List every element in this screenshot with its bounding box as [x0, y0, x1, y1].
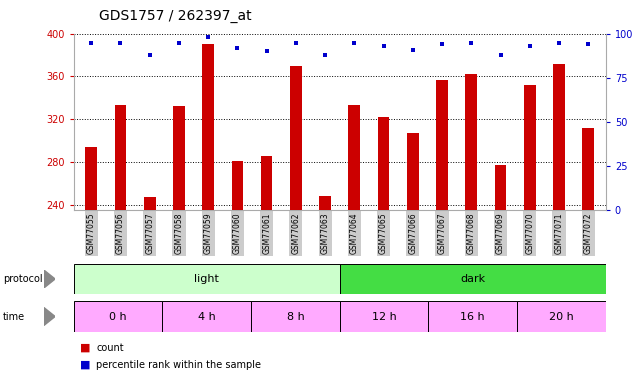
Text: 12 h: 12 h: [372, 312, 396, 321]
Text: light: light: [194, 274, 219, 284]
Point: [115, 40, 126, 46]
Point: [554, 40, 564, 46]
Text: count: count: [96, 343, 124, 353]
Point: [437, 41, 447, 47]
Bar: [173, 106, 185, 210]
Bar: [85, 147, 97, 210]
Polygon shape: [44, 307, 55, 326]
Bar: [349, 105, 360, 210]
Point: [174, 40, 184, 46]
Point: [232, 45, 242, 51]
Text: ■: ■: [80, 343, 90, 353]
Point: [320, 52, 330, 58]
Bar: [162, 301, 251, 332]
Text: ■: ■: [80, 360, 90, 369]
Text: GDS1757 / 262397_at: GDS1757 / 262397_at: [99, 9, 252, 23]
Point: [466, 40, 476, 46]
Text: time: time: [3, 312, 26, 321]
Bar: [340, 301, 428, 332]
Text: 8 h: 8 h: [287, 312, 304, 321]
Point: [349, 40, 360, 46]
Bar: [436, 80, 448, 210]
Bar: [261, 156, 272, 210]
Bar: [583, 128, 594, 210]
Bar: [290, 66, 302, 210]
Bar: [553, 64, 565, 210]
Point: [524, 43, 535, 49]
Bar: [428, 301, 517, 332]
Point: [291, 40, 301, 46]
Bar: [524, 85, 536, 210]
Point: [86, 40, 96, 46]
Point: [378, 43, 388, 49]
Bar: [465, 74, 477, 210]
Text: 16 h: 16 h: [460, 312, 485, 321]
Text: dark: dark: [460, 274, 485, 284]
Bar: [378, 117, 390, 210]
Bar: [74, 264, 340, 294]
Bar: [144, 197, 156, 210]
Text: 20 h: 20 h: [549, 312, 574, 321]
Point: [408, 46, 418, 53]
Polygon shape: [44, 270, 55, 288]
Point: [145, 52, 155, 58]
Text: percentile rank within the sample: percentile rank within the sample: [96, 360, 261, 369]
Text: 0 h: 0 h: [109, 312, 127, 321]
Bar: [517, 301, 606, 332]
Point: [495, 52, 506, 58]
Point: [583, 41, 594, 47]
Bar: [115, 105, 126, 210]
Bar: [251, 301, 340, 332]
Point: [203, 34, 213, 40]
Text: 4 h: 4 h: [198, 312, 215, 321]
Point: [262, 48, 272, 54]
Bar: [495, 165, 506, 210]
Text: protocol: protocol: [3, 274, 43, 284]
Bar: [203, 44, 214, 210]
Bar: [340, 264, 606, 294]
Bar: [407, 133, 419, 210]
Bar: [319, 196, 331, 210]
Bar: [74, 301, 162, 332]
Bar: [231, 161, 244, 210]
